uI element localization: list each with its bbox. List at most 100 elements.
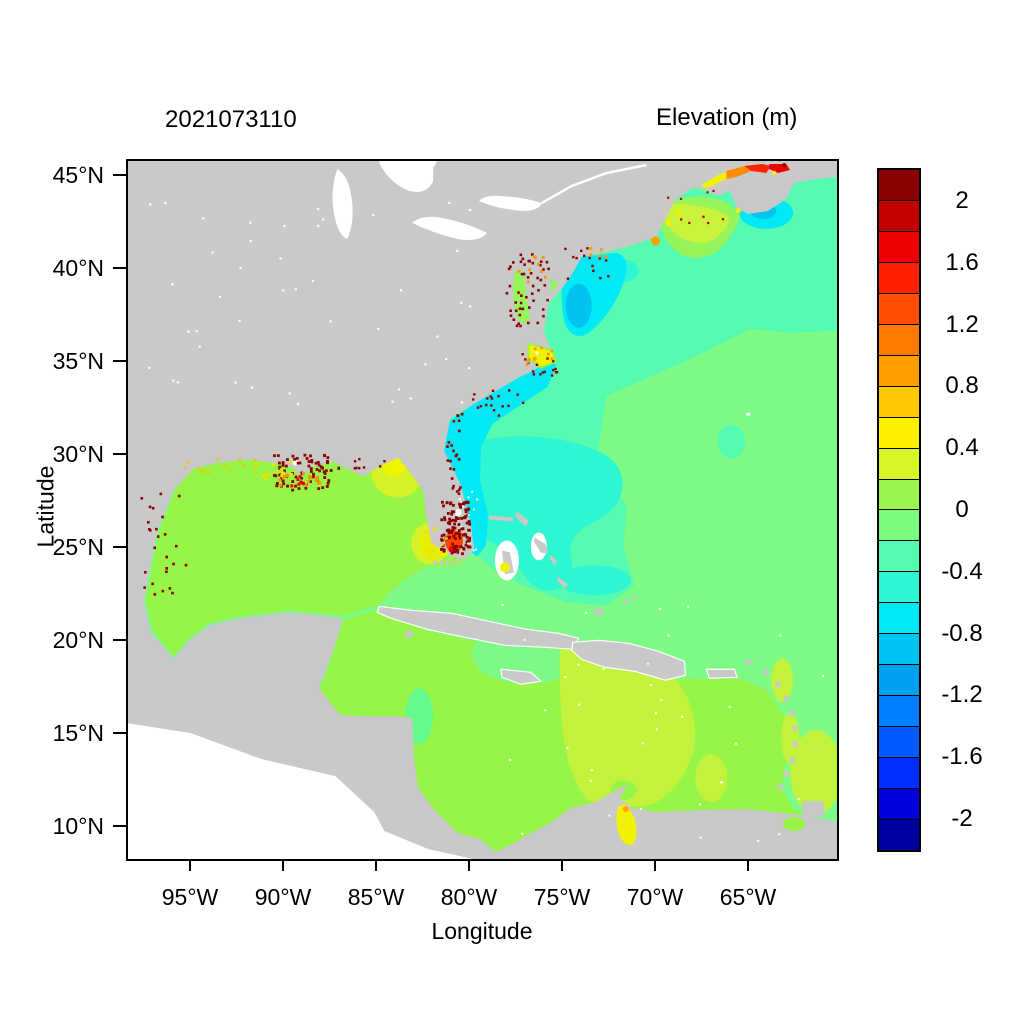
lake-erie [412, 216, 487, 241]
y-tick-mark [113, 825, 127, 827]
colorbar-cell [879, 695, 919, 727]
colorbar-tick-label: 0 [955, 496, 969, 523]
colorbar-cell [879, 416, 919, 448]
colorbar-cell [879, 664, 919, 696]
x-tick-label: 75°W [533, 884, 591, 910]
x-tick-mark [282, 861, 284, 871]
andros-yellow-spot [499, 562, 510, 573]
venezuela-offshore-patch [695, 754, 728, 803]
ny-bight-deep-cyan [565, 283, 592, 328]
y-tick-label: 40°N [52, 255, 104, 281]
y-axis-label: Latitude [32, 465, 59, 548]
bay-of-fundy-surge [701, 162, 791, 188]
gulf-of-maine-yellowgreen [665, 203, 731, 244]
timestamp-title: 2021073110 [165, 106, 297, 133]
colorbar-cell [879, 540, 919, 572]
colorbar-tick-label: 0.4 [945, 434, 979, 462]
x-tick-label: 70°W [626, 884, 684, 910]
y-tick-label: 25°N [52, 534, 104, 560]
speckle-clusters [140, 189, 824, 843]
trinidad [802, 801, 825, 818]
lake-ontario [479, 195, 542, 211]
st-lawrence-river [541, 163, 647, 205]
maracaibo-orange-dot [622, 806, 629, 813]
eleuthera [533, 537, 548, 554]
colorbar-tick-label: -1.2 [941, 681, 983, 709]
grand-bahama [488, 515, 513, 522]
abaco [514, 511, 529, 527]
pamlico-orange-dot [532, 356, 537, 361]
colorbar-tick-label: -1.6 [941, 743, 983, 771]
colorbar-cell [879, 726, 919, 758]
colorbar-title: Elevation (m) [656, 104, 798, 131]
maine-yellow-dot-1 [665, 219, 672, 226]
great-inagua [593, 608, 604, 617]
colorbar-cell [879, 385, 919, 417]
x-tick-label: 65°W [719, 884, 777, 910]
colorbar-cell [879, 571, 919, 603]
georgian-bay [417, 161, 438, 172]
colorbar-cell [879, 323, 919, 355]
colorbar-cell [879, 633, 919, 665]
maine-yellow-dot-2 [675, 209, 682, 216]
x-tick-mark [375, 861, 377, 871]
colorbar-cell [879, 170, 919, 200]
x-tick-label: 85°W [347, 884, 405, 910]
florida-keys [433, 558, 462, 566]
colorbar-tick-label: -0.8 [941, 619, 983, 647]
north-america-land [128, 161, 837, 859]
colorbar-cell [879, 230, 919, 262]
old-bahama-channel-turquoise [558, 565, 631, 596]
y-tick-label: 10°N [52, 813, 104, 839]
colorbar-cell [879, 819, 919, 850]
colombian-basin-yellowgreen [559, 647, 695, 807]
colorbar-cell [879, 509, 919, 541]
y-tick-label: 30°N [52, 441, 104, 467]
lake-maracaibo-yellow [616, 804, 637, 846]
cape-cod-orange-spot [651, 236, 660, 246]
isla-juventud [405, 630, 414, 639]
y-tick-mark [113, 174, 127, 176]
colorbar-tick-label: 0.8 [945, 372, 979, 400]
colorbar-cell [879, 757, 919, 789]
y-tick-mark [113, 639, 127, 641]
y-tick-mark [113, 453, 127, 455]
x-tick-label: 80°W [440, 884, 498, 910]
y-tick-mark [113, 267, 127, 269]
pacific-no-data [128, 723, 474, 859]
nova-scotia-tip-yellow [735, 208, 741, 214]
lake-okeechobee [454, 509, 462, 516]
bahamas-north-turquoise [452, 436, 623, 591]
colorbar-tick-label: -2 [951, 805, 973, 833]
colorbar-cell [879, 478, 919, 510]
antilles-patch-1 [771, 658, 794, 703]
colorbar [877, 168, 921, 852]
x-tick-mark [189, 861, 191, 871]
pamlico-white-speck [535, 351, 539, 355]
y-tick-mark [113, 546, 127, 548]
colorbar-cell [879, 354, 919, 386]
map-plot-area [126, 159, 839, 861]
colorbar-tick-label: -0.4 [941, 557, 983, 585]
cat-island [549, 554, 557, 567]
gulf-of-mexico [145, 455, 466, 657]
colorbar-cell [879, 447, 919, 479]
colorbar-cell [879, 261, 919, 293]
y-tick-label: 35°N [52, 348, 104, 374]
jamaica [500, 668, 543, 685]
x-axis-label: Longitude [431, 918, 533, 944]
x-tick-label: 95°W [161, 884, 219, 910]
colorbar-tick-label: 1.6 [945, 248, 979, 276]
gulf-of-paria-green [783, 817, 806, 832]
lesser-antilles [745, 659, 825, 818]
y-tick-mark [113, 732, 127, 734]
y-tick-label: 15°N [52, 720, 104, 746]
bermuda-island [746, 412, 751, 416]
antilles-patch-3 [790, 730, 837, 815]
y-tick-label: 45°N [52, 162, 104, 188]
y-tick-mark [113, 360, 127, 362]
x-tick-mark [747, 861, 749, 871]
hispaniola [571, 639, 687, 681]
colorbar-tick-label: 2 [955, 186, 969, 214]
